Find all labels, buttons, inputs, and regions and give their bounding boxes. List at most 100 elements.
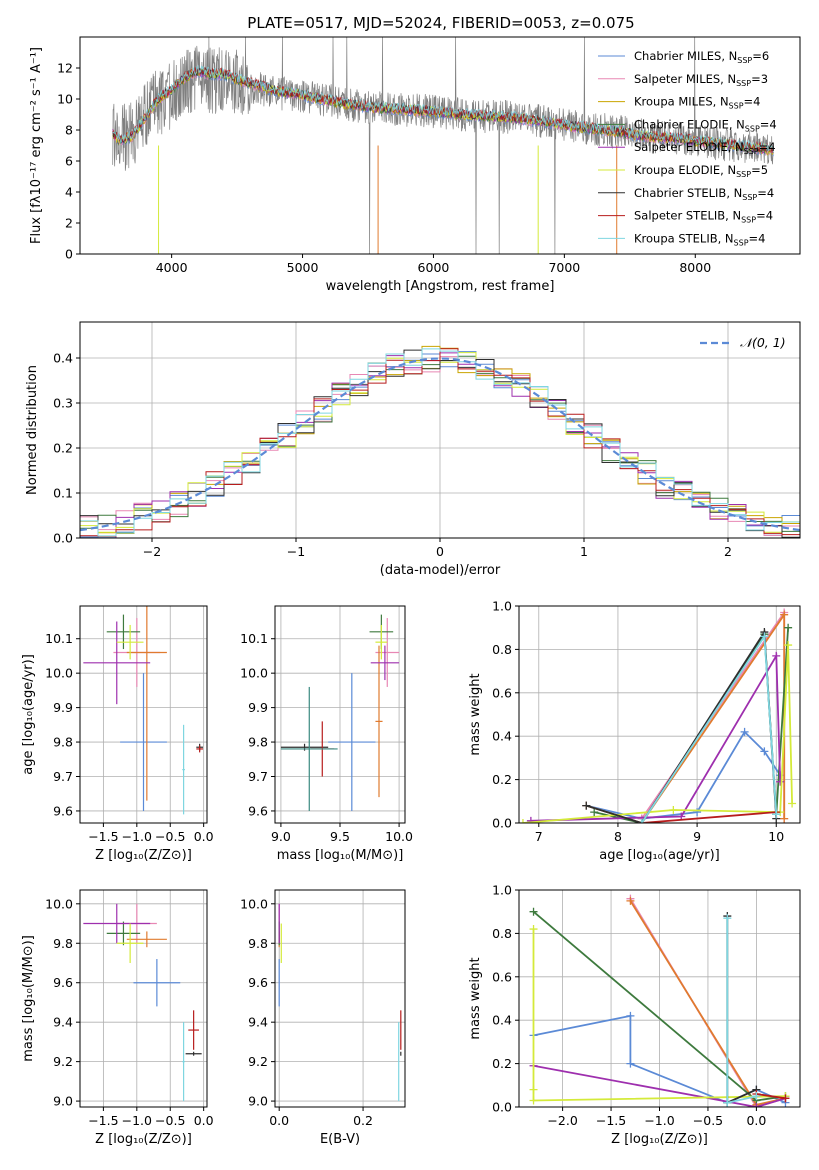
y-tick-label: 0.8 (492, 926, 512, 941)
weight-marker (780, 814, 789, 823)
x-axis-label: Z [log₁₀(Z/Z⊙)] (95, 1132, 192, 1147)
y-tick-label: 9.4 (53, 1015, 73, 1030)
y-tick-label: 1.0 (492, 599, 512, 614)
axes-frame (79, 605, 208, 824)
axes-frame (518, 605, 801, 824)
panel-spectrum: 4000 5000 6000 7000 8000 0 2 4 6 8 10 12 wavelength … (29, 36, 801, 294)
y-axis-label: age [log₁₀(age/yr)] (21, 654, 36, 775)
y-tick-label: 9.6 (248, 803, 268, 818)
x-tick-label: 9.0 (271, 829, 291, 844)
y-axis-label: Flux [fλ10⁻¹⁷ erg cm⁻² s⁻¹ A⁻¹] (29, 47, 44, 244)
panel-age_weight: 7 8 9 10 0.0 0.2 0.4 0.6 0.8 1.0 age [log₁₀(age/yr… (468, 599, 801, 863)
spectrum-model-line (112, 69, 774, 157)
y-tick-label: 0.0 (492, 816, 512, 831)
weight-marker (529, 1085, 538, 1094)
y-tick-label: 10.0 (45, 896, 73, 911)
errorbar-point (196, 745, 203, 753)
weight-series (529, 925, 790, 1105)
x-tick-label: 2 (724, 544, 732, 559)
y-tick-label: 9.7 (53, 769, 73, 784)
y-tick-label: 1.0 (492, 883, 512, 898)
plot-area-mass_age (275, 606, 405, 823)
weight-line (530, 652, 782, 822)
weight-marker (788, 799, 797, 808)
y-tick-label: 9.8 (53, 936, 73, 951)
weight-marker (776, 777, 785, 786)
weight-series (723, 914, 761, 1107)
errorbar-point (116, 624, 144, 660)
weight-line (586, 730, 781, 820)
weight-marker (526, 816, 535, 823)
weight-marker (760, 747, 769, 756)
legend-label: Chabrier MILES, NSSP=6 (634, 49, 769, 65)
panel-z_age: −1.5 −1.0 −0.5 0.0 9.6 9.7 9.8 9.9 10.0 10.1 Z [lo… (21, 605, 214, 863)
errorbar-point (182, 724, 185, 815)
plot-area-spectrum (112, 37, 775, 254)
x-tick-label: 4000 (156, 260, 188, 275)
x-tick-label: 7000 (548, 260, 580, 275)
x-tick-label: 10.0 (385, 829, 413, 844)
panel-residuals: −2 −1 0 1 2 0.0 0.1 0.2 0.3 0.4 (data-model)/error… (25, 321, 801, 578)
x-tick-label: 9 (693, 829, 701, 844)
weight-marker (529, 1096, 538, 1105)
x-tick-label: −1.5 (88, 1113, 118, 1128)
x-tick-label: −1.5 (596, 1113, 626, 1128)
axes-frame (79, 889, 208, 1108)
weight-line (756, 1093, 786, 1100)
y-tick-label: 9.9 (53, 700, 73, 715)
errorbar-point (106, 614, 141, 650)
gaussian-curve (80, 357, 800, 532)
plot-area-z_age (80, 606, 207, 823)
residual-histogram (80, 348, 800, 538)
y-tick-label: 10 (57, 92, 73, 107)
errorbar-point (328, 673, 376, 811)
legend-label: Salpeter MILES, NSSP=3 (634, 72, 768, 88)
spectrum-legend: Chabrier MILES, NSSP=6 Salpeter MILES, NS… (598, 49, 777, 247)
panel-z_weight: −2.0 −1.5 −1.0 −0.5 0.0 0.0 0.2 0.4 0.6 0.8 1.0 Z [… (468, 883, 801, 1147)
weight-marker (752, 1103, 761, 1107)
legend-label: Kroupa STELIB, NSSP=4 (634, 231, 765, 247)
weight-marker (529, 907, 538, 916)
plot-area-z_weight (519, 890, 800, 1107)
weight-marker (772, 810, 781, 819)
axes-frame (274, 889, 406, 1108)
x-tick-label: 9.5 (330, 829, 350, 844)
errorbar-point (116, 923, 144, 963)
x-tick-label: 8 (614, 829, 622, 844)
y-tick-label: 0.3 (53, 396, 73, 411)
y-tick-label: 0.6 (492, 969, 512, 984)
x-tick-label: −1.0 (122, 829, 152, 844)
x-tick-label: 0.0 (194, 1113, 214, 1128)
residual-legend: 𝒩(0, 1) (700, 335, 786, 350)
weight-marker (582, 801, 591, 810)
weight-line (532, 929, 786, 1102)
axes-frame (79, 36, 801, 255)
y-axis-label: mass [log₁₀(M/M⊙)] (21, 935, 36, 1062)
plot-layer: 4000 5000 6000 7000 8000024681012wavelength … (21, 36, 801, 1147)
y-tick-label: 0.4 (492, 729, 512, 744)
weight-marker (519, 819, 527, 823)
x-tick-label: 6000 (418, 260, 450, 275)
y-tick-label: 9.6 (248, 975, 268, 990)
plot-area-z_mass (80, 890, 207, 1107)
y-tick-label: 0.6 (492, 685, 512, 700)
y-tick-label: 10.1 (45, 631, 73, 646)
legend-label: Kroupa ELODIE, NSSP=5 (634, 163, 768, 179)
y-tick-label: 2 (65, 216, 73, 231)
x-tick-label: 0.0 (746, 1113, 766, 1128)
errorbar-point (106, 921, 141, 946)
y-axis-label: mass weight (468, 957, 483, 1039)
y-tick-label: 9.4 (248, 1015, 268, 1030)
weight-marker (723, 1098, 732, 1107)
x-tick-label: 1 (580, 544, 588, 559)
weight-series (637, 632, 781, 823)
errorbar-point (185, 1051, 202, 1056)
weight-marker (669, 805, 678, 814)
panel-z_mass: −1.5 −1.0 −0.5 0.0 9.0 9.2 9.4 9.6 9.8 10.0 Z [log… (21, 889, 214, 1147)
errorbar-point (133, 959, 181, 1007)
errorbar-point (375, 624, 388, 660)
weight-marker (781, 1094, 790, 1103)
spectrum-model-line (112, 65, 774, 153)
x-tick-label: 0.0 (194, 829, 214, 844)
